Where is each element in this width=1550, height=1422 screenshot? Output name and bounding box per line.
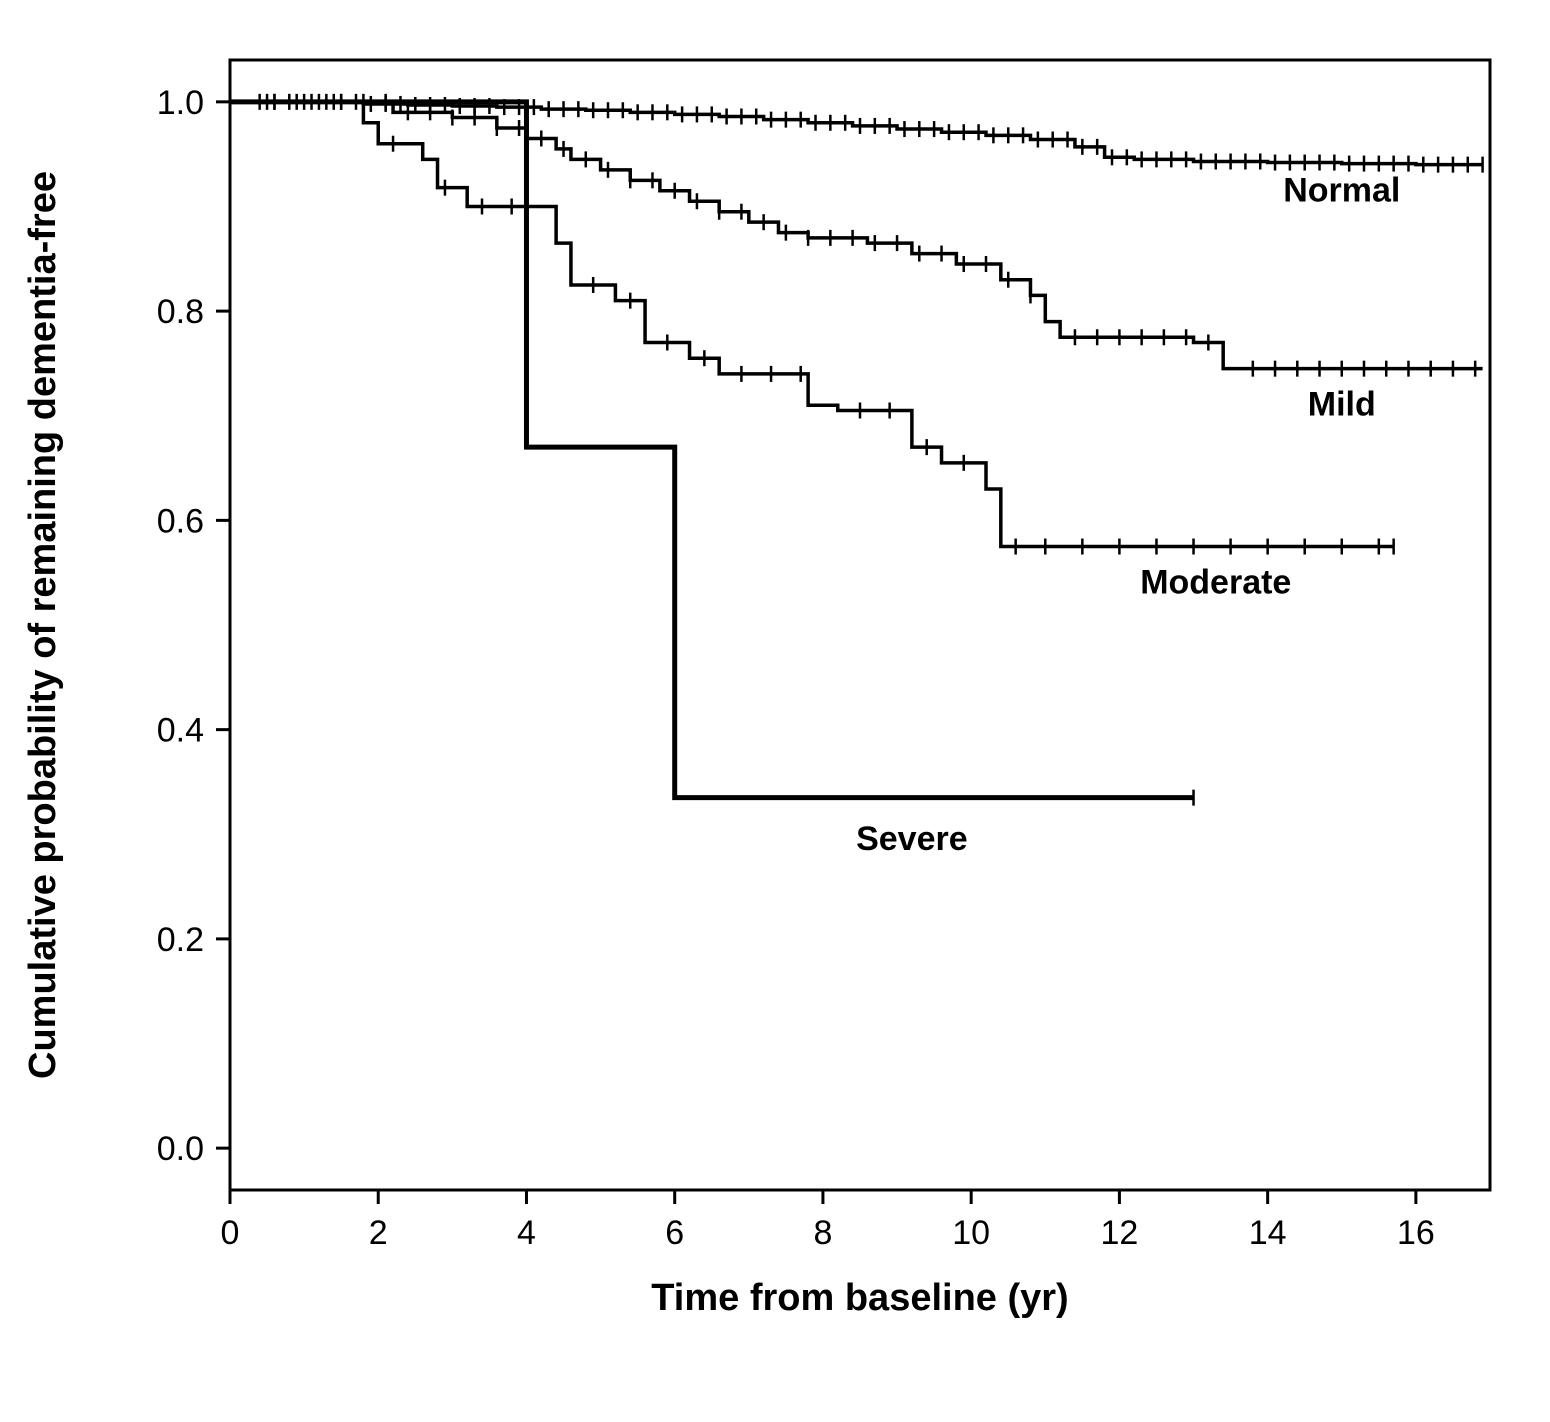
chart-svg: 0 2 4 6 8 10 12 14 16 Time from baseline (yr) 0.0 0… [0,0,1550,1422]
y-tick-label: 0.0 [157,1130,204,1168]
x-tick-label: 12 [1100,1214,1138,1252]
x-tick-label: 2 [369,1214,388,1252]
x-tick-label: 8 [813,1214,832,1252]
y-tick-label: 0.8 [157,293,204,331]
series-label: Severe [856,820,968,858]
y-axis-label: Cumulative probability of remaining deme… [22,171,64,1079]
series-label: Normal [1283,171,1400,209]
x-tick-label: 4 [517,1214,536,1252]
x-tick-label: 10 [952,1214,990,1252]
km-chart: 0 2 4 6 8 10 12 14 16 Time from baseline (yr) 0.0 0… [0,0,1550,1422]
y-tick-label: 0.2 [157,921,204,959]
x-tick-label: 0 [221,1214,240,1252]
x-tick-label: 16 [1397,1214,1435,1252]
y-tick-label: 0.6 [157,502,204,540]
y-tick-label: 1.0 [157,84,204,122]
series-label: Moderate [1140,564,1291,602]
series-label: Mild [1308,386,1376,424]
y-tick-label: 0.4 [157,712,204,750]
x-tick-label: 6 [665,1214,684,1252]
x-axis-label: Time from baseline (yr) [651,1277,1068,1319]
x-tick-label: 14 [1249,1214,1287,1252]
